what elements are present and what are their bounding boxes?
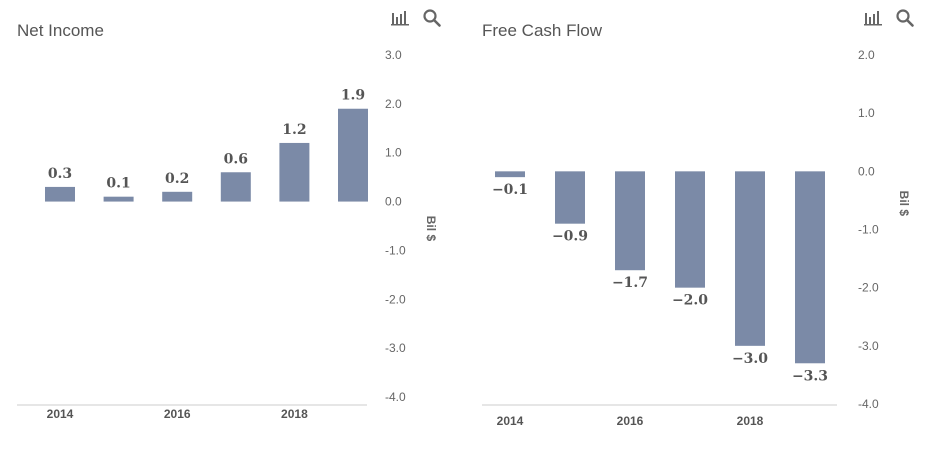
y-axis-unit-label: Bil $ [424,216,438,242]
chart-title: Net Income [17,21,104,40]
x-tick-label: 2016 [617,414,644,428]
search-icon[interactable] [422,8,442,28]
x-tick-label: 2014 [497,414,524,428]
x-tick-label: 2014 [47,407,74,421]
free-cash-flow-panel: Free Cash Flow 2.0 1.0 0.0 -1.0 -2.0 -3.0 -4.0… [482,0,922,450]
x-tick-label: 2016 [164,407,191,421]
net-income-chart: 3.0 2.0 1.0 0.0 -1.0 -2.0 -3.0 -4.0 Bil $ 0.3 0.1 0… [17,48,438,421]
bar-value-label: 0.3 [48,166,72,182]
bar[interactable] [338,108,368,202]
y-tick-label: 0.0 [858,164,875,178]
y-axis-unit-label: Bil $ [897,191,911,217]
y-tick-label: 2.0 [858,48,875,62]
y-tick-label: -4.0 [858,397,879,411]
bar[interactable] [555,171,585,224]
y-tick-label: 3.0 [385,48,402,62]
bar-value-label: −3.0 [732,351,768,367]
y-tick-label: -4.0 [385,390,406,404]
y-tick-label: 0.0 [385,195,402,209]
bar-value-label: 0.6 [224,151,248,167]
bar[interactable] [45,186,75,202]
bar[interactable] [495,171,525,178]
chart-toolbar [390,8,442,28]
bar-value-label: −2.0 [672,293,708,309]
free-cash-flow-chart: 2.0 1.0 0.0 -1.0 -2.0 -3.0 -4.0 Bil $ −0.1 −0.9 −1… [482,48,911,428]
bar-value-label: 0.1 [106,176,130,192]
bar[interactable] [615,171,645,271]
bar-value-label: −3.3 [792,368,828,384]
y-tick-label: -3.0 [858,339,879,353]
bar[interactable] [162,191,193,202]
y-tick-label: -2.0 [858,281,879,295]
bar[interactable] [675,171,705,288]
chart-title: Free Cash Flow [482,21,602,40]
bar-value-label: −1.7 [612,275,648,291]
search-icon[interactable] [895,8,915,28]
y-tick-label: 2.0 [385,97,402,111]
bar[interactable] [279,142,310,202]
bar-value-label: −0.1 [492,182,528,198]
y-tick-label: -3.0 [385,341,406,355]
x-tick-label: 2018 [281,407,308,421]
y-tick-label: -2.0 [385,292,406,306]
bar-chart-icon[interactable] [863,8,883,28]
bar-value-label: −0.9 [552,229,588,245]
y-tick-label: -1.0 [385,243,406,257]
chart-toolbar [863,8,915,28]
bar-value-label: 1.2 [282,122,306,138]
bar[interactable] [103,196,134,202]
net-income-panel: Net Income 3.0 2.0 1.0 0.0 -1.0 -2.0 -3.0 -4.0 B… [17,0,457,450]
y-tick-label: -1.0 [858,223,879,237]
y-tick-label: 1.0 [385,146,402,160]
bar-chart-icon[interactable] [390,8,410,28]
bar-value-label: 0.2 [165,171,189,187]
bar-value-label: 1.9 [341,88,365,104]
x-tick-label: 2018 [737,414,764,428]
bar[interactable] [220,172,251,202]
y-tick-label: 1.0 [858,106,875,120]
bar[interactable] [795,171,825,364]
bar[interactable] [735,171,765,346]
